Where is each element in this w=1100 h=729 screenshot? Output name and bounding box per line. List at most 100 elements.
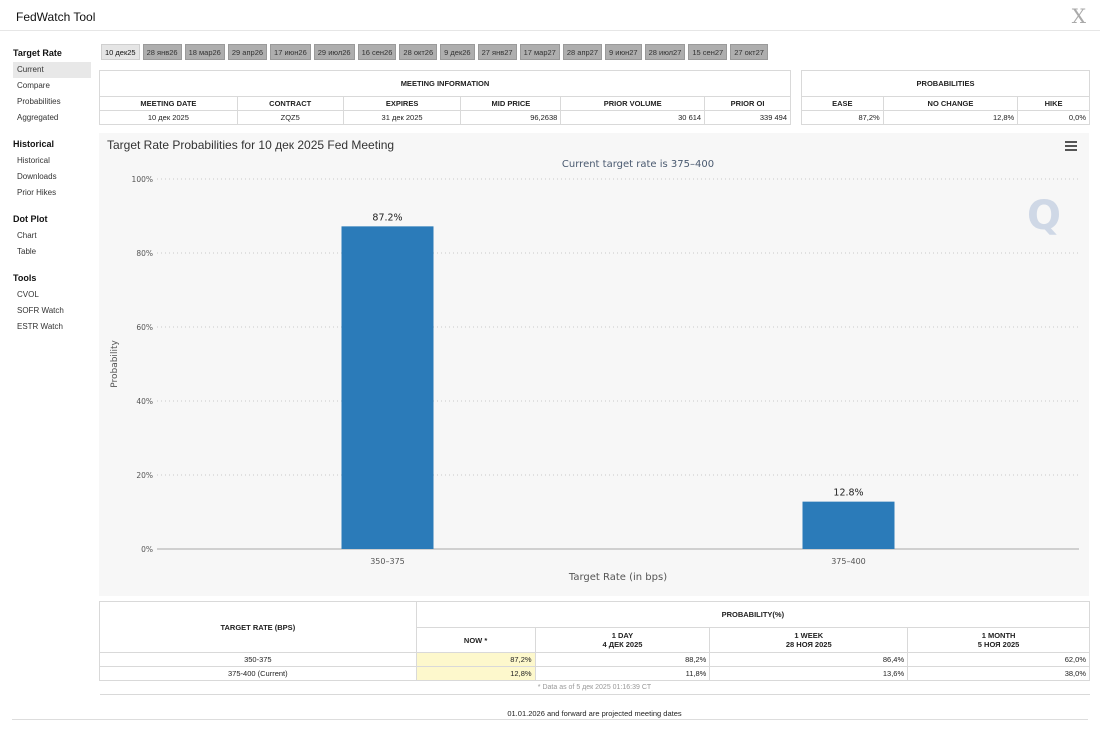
q-logo-icon: Q	[1027, 193, 1061, 239]
probabilities-heading: PROBABILITIES	[801, 70, 1090, 97]
meeting-date-tab[interactable]: 17 мар27	[519, 44, 560, 60]
meeting-date-tabs: 10 дек25 28 янв26 18 мар26 29 апр26 17 июн26…	[101, 44, 768, 60]
sidebar-item-compare[interactable]: Compare	[17, 81, 50, 90]
period-label: 1 MONTH	[981, 631, 1016, 640]
meeting-date-tab[interactable]: 15 сен27	[688, 44, 728, 60]
sidebar-item-cvol[interactable]: CVOL	[17, 290, 39, 299]
sidebar-section-heading: Target Rate	[13, 48, 62, 58]
chart-title: Target Rate Probabilities for 10 дек 202…	[107, 138, 395, 152]
probabilities-table: PROBABILITIES EASE NO CHANGE HIKE 87,2% 12,…	[801, 70, 1090, 125]
footer-divider	[12, 719, 1088, 720]
probability-cell: 88,2%	[534, 652, 711, 667]
target-rate-bar-chart: Current target rate is 375–400 Q 0% 20% 40% 6…	[110, 159, 1079, 583]
sidebar-item-probabilities[interactable]: Probabilities	[17, 97, 61, 106]
sidebar-section-heading: Historical	[13, 139, 55, 149]
period-label: NOW *	[463, 635, 488, 645]
column-header: CONTRACT	[236, 96, 344, 111]
chart-panel: Current target rate is 375–400 Q 0% 20% 40% 6…	[99, 133, 1089, 596]
y-tick-label: 20%	[136, 471, 153, 480]
meeting-date-tab[interactable]: 28 апр27	[562, 44, 603, 60]
period-column-header: 1 DAY 4 ДЕК 2025	[534, 627, 711, 653]
period-column-header: 1 WEEK 28 НОЯ 2025	[709, 627, 909, 653]
y-tick-label: 0%	[141, 545, 153, 554]
probability-cell: 86,4%	[709, 652, 909, 667]
bar[interactable]	[802, 501, 895, 549]
bar-data-label: 12.8%	[833, 488, 863, 499]
period-label: 1 WEEK	[794, 631, 824, 640]
period-date: 28 НОЯ 2025	[785, 640, 832, 649]
meeting-date-tab[interactable]: 10 дек25	[101, 44, 140, 60]
x-tick-label: 350–375	[370, 557, 405, 566]
hamburger-menu-icon[interactable]	[1065, 141, 1077, 151]
table-cell: 30 614	[560, 110, 706, 125]
y-tick-label: 80%	[136, 249, 153, 258]
meeting-date-tab[interactable]: 16 сен26	[357, 44, 397, 60]
sidebar: Target Rate Current Compare Probabilities Ag…	[13, 45, 91, 335]
meeting-date-tab[interactable]: 28 янв26	[142, 44, 182, 60]
table-cell: 10 дек 2025	[99, 110, 238, 125]
probability-cell: 11,8%	[534, 666, 711, 681]
projected-dates-note: 01.01.2026 and forward are projected mee…	[507, 709, 682, 718]
meeting-date-tab[interactable]: 9 июн27	[605, 44, 642, 60]
y-tick-label: 100%	[132, 175, 153, 184]
table-cell: 0,0%	[1017, 110, 1090, 125]
sidebar-item-estr-watch[interactable]: ESTR Watch	[17, 322, 63, 331]
close-icon[interactable]: X	[1071, 4, 1086, 28]
x-tick-label: 375–400	[831, 557, 866, 566]
column-header: NO CHANGE	[882, 96, 1019, 111]
meeting-date-tab[interactable]: 27 окт27	[730, 44, 768, 60]
table-cell: 96,2638	[460, 110, 562, 125]
probability-cell: 12,8%	[415, 666, 536, 681]
y-tick-label: 40%	[136, 397, 153, 406]
column-header: MID PRICE	[460, 96, 562, 111]
meeting-date-tab[interactable]: 27 янв27	[477, 44, 517, 60]
meeting-date-tab[interactable]: 18 мар26	[184, 44, 225, 60]
sidebar-item-prior-hikes[interactable]: Prior Hikes	[17, 188, 57, 197]
period-column-header: 1 MONTH 5 НОЯ 2025	[907, 627, 1090, 653]
column-header: EXPIRES	[342, 96, 462, 111]
column-header: EASE	[801, 96, 884, 111]
sidebar-item-historical[interactable]: Historical	[17, 156, 50, 165]
meeting-information-table: MEETING INFORMATION MEETING DATE CONTRACT…	[99, 70, 791, 125]
title-divider	[0, 30, 1100, 31]
period-date: 4 ДЕК 2025	[602, 640, 643, 649]
probability-cell: 87,2%	[415, 652, 536, 667]
probability-cell: 38,0%	[907, 666, 1090, 681]
meeting-date-tab[interactable]: 29 апр26	[227, 44, 268, 60]
sidebar-item-downloads[interactable]: Downloads	[17, 172, 57, 181]
table-cell: ZQZ5	[236, 110, 344, 125]
meeting-date-tab[interactable]: 28 июл27	[644, 44, 686, 60]
probability-history-table: TARGET RATE (BPS) PROBABILITY(%) NOW * 1 …	[99, 601, 1091, 695]
column-header: HIKE	[1017, 96, 1090, 111]
meeting-date-tab[interactable]: 28 окт26	[399, 44, 438, 60]
target-rate-cell: 375-400 (Current)	[99, 666, 417, 681]
bar[interactable]	[341, 226, 434, 550]
column-header: MEETING DATE	[99, 96, 238, 111]
target-rate-header: TARGET RATE (BPS)	[99, 601, 417, 653]
probability-cell: 13,6%	[709, 666, 909, 681]
app-title: FedWatch Tool	[16, 10, 96, 24]
table-cell: 31 дек 2025	[342, 110, 462, 125]
sidebar-section-heading: Dot Plot	[13, 214, 48, 224]
sidebar-item-current[interactable]: Current	[13, 62, 91, 78]
column-header: PRIOR OI	[704, 96, 791, 111]
sidebar-item-chart[interactable]: Chart	[17, 231, 37, 240]
sidebar-item-aggregated[interactable]: Aggregated	[17, 113, 59, 122]
chart-subtitle: Current target rate is 375–400	[562, 159, 714, 170]
table-cell: 339 494	[704, 110, 791, 125]
sidebar-item-sofr-watch[interactable]: SOFR Watch	[17, 306, 64, 315]
meeting-date-tab[interactable]: 9 дек26	[440, 44, 475, 60]
period-date: 5 НОЯ 2025	[977, 640, 1020, 649]
period-column-header: NOW *	[415, 627, 536, 653]
probability-header: PROBABILITY(%)	[415, 601, 1091, 628]
meeting-date-tab[interactable]: 29 июл26	[313, 44, 355, 60]
sidebar-item-table[interactable]: Table	[17, 247, 37, 256]
y-axis-label: Probability	[110, 340, 120, 388]
data-as-of-note: * Data as of 5 дек 2025 01:16:39 CT	[99, 680, 1090, 695]
period-label: 1 DAY	[611, 631, 634, 640]
column-header: PRIOR VOLUME	[560, 96, 706, 111]
table-cell: 87,2%	[801, 110, 884, 125]
y-tick-label: 60%	[136, 323, 153, 332]
meeting-date-tab[interactable]: 17 июн26	[270, 44, 311, 60]
table-cell: 12,8%	[882, 110, 1019, 125]
